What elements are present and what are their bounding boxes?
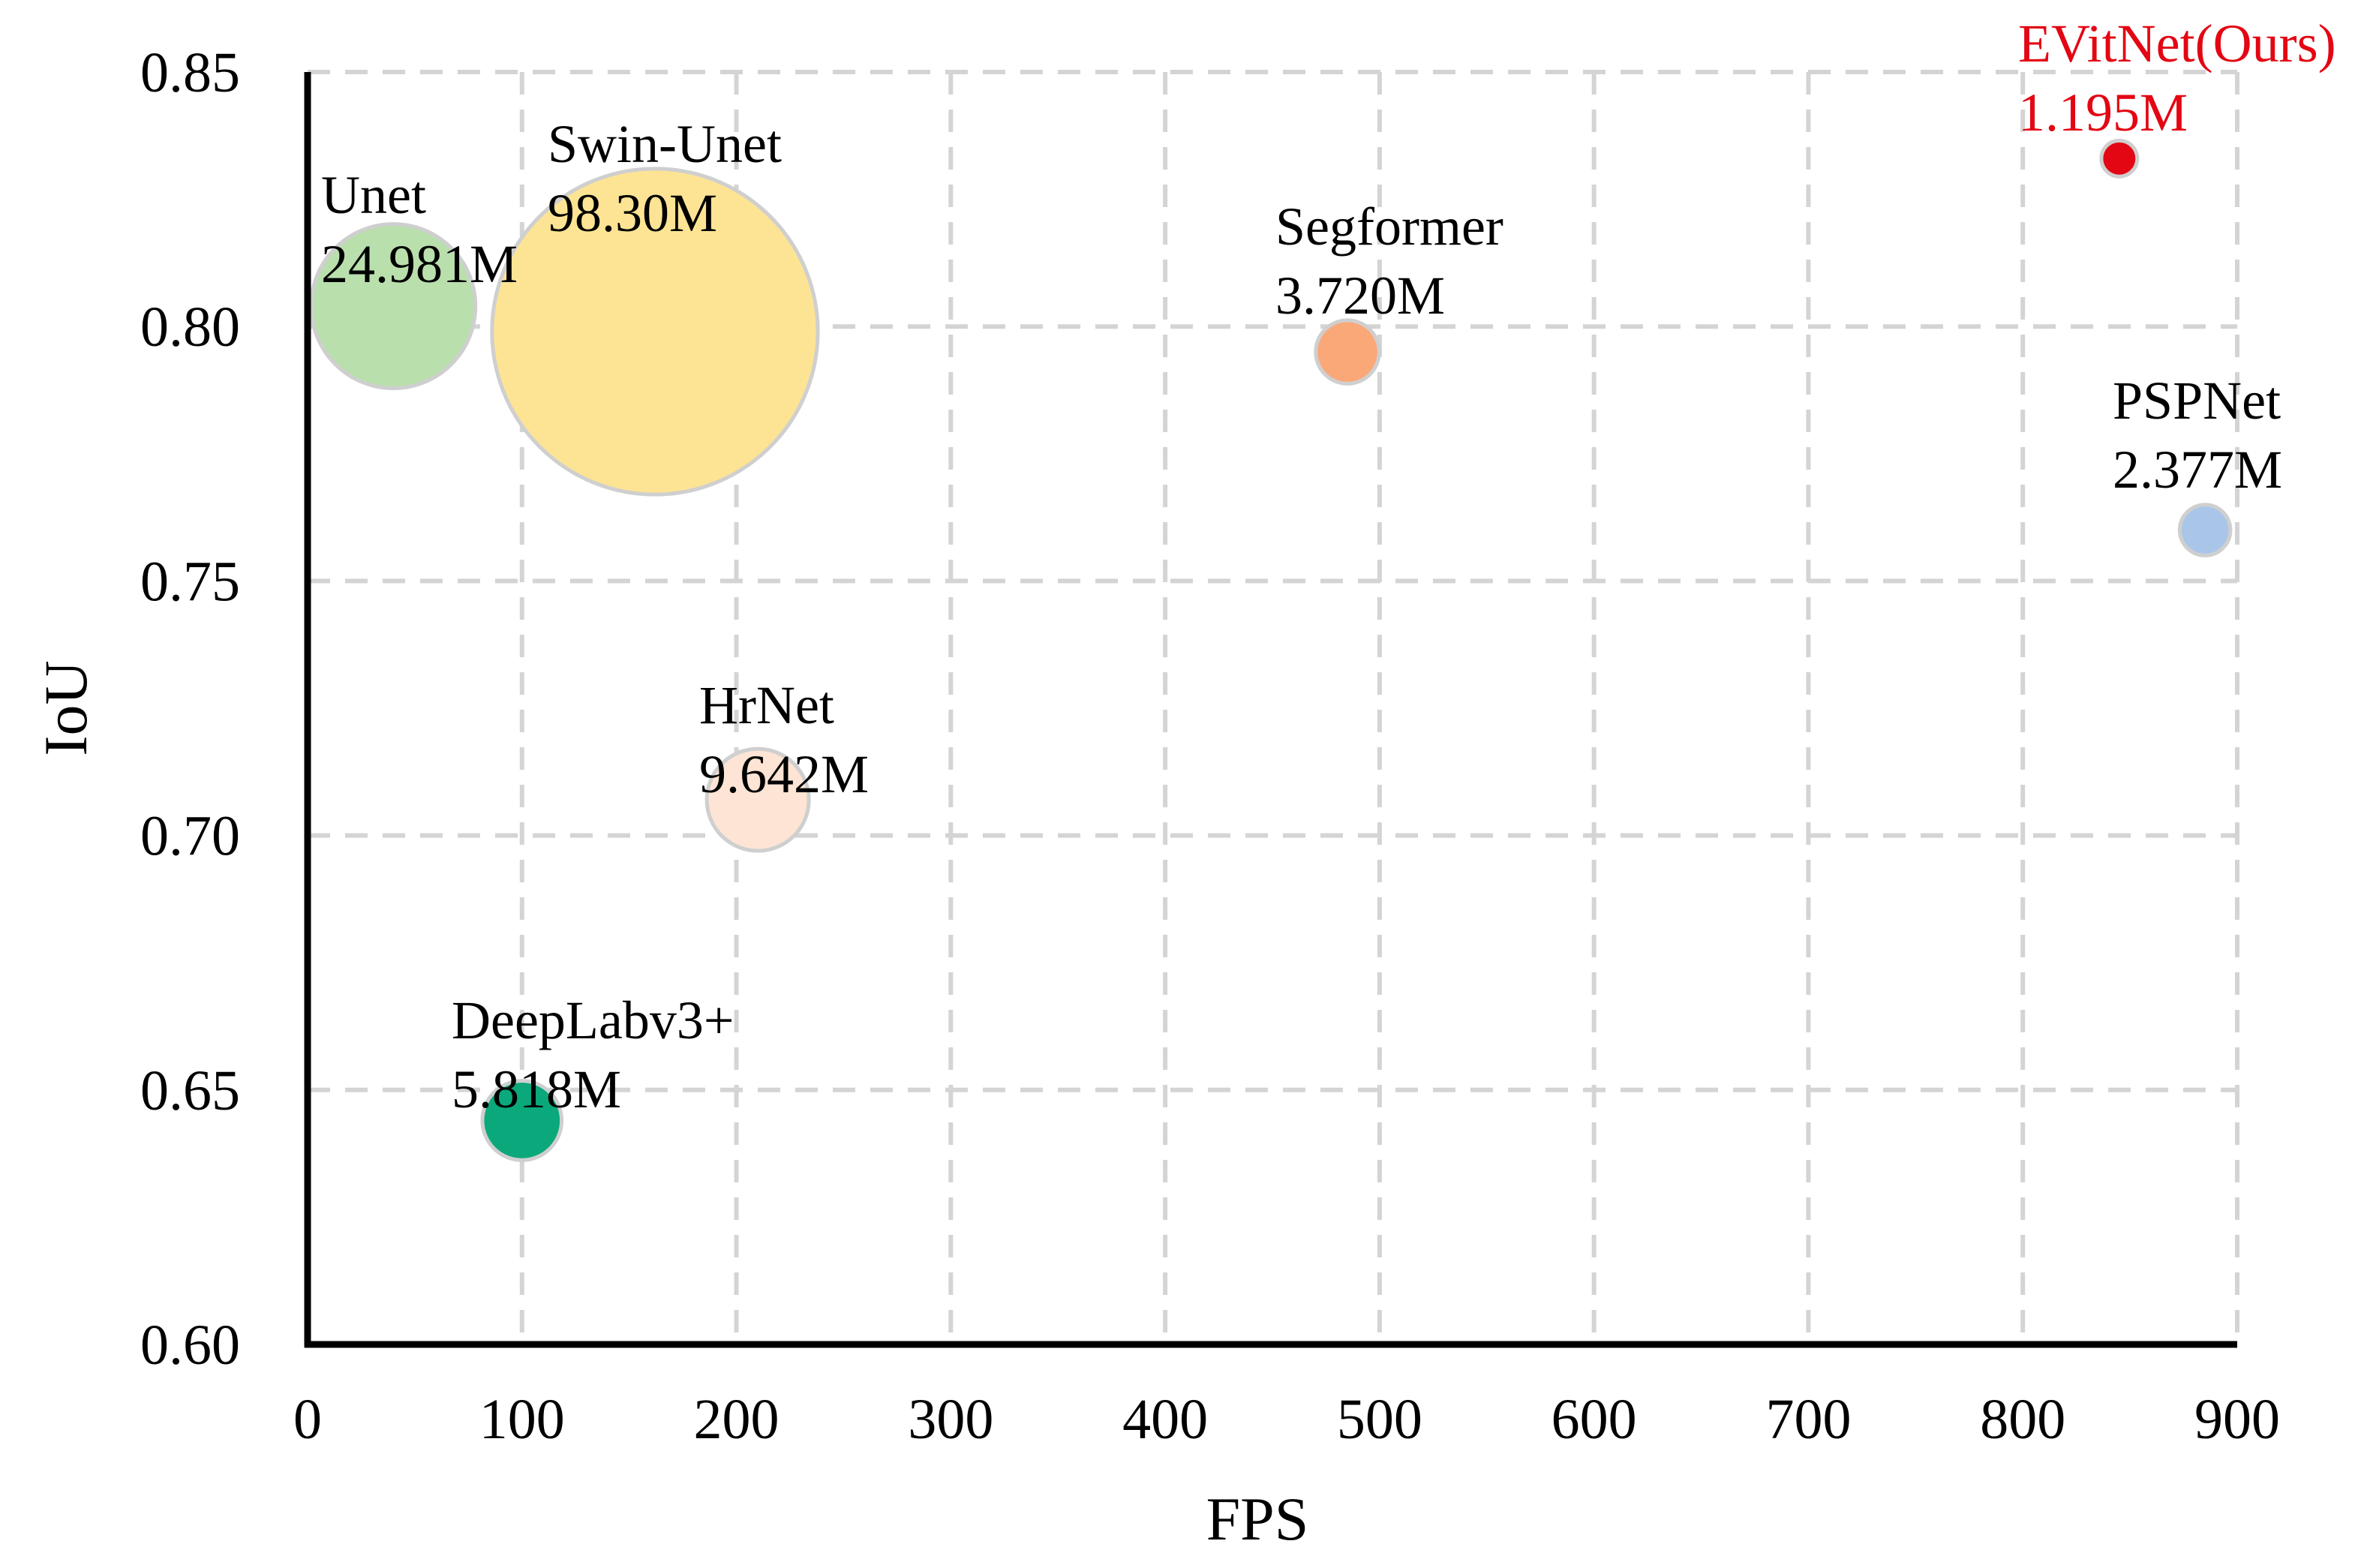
y-axis-title: IoU xyxy=(32,660,100,756)
bubbles xyxy=(309,138,2233,1162)
bubble-name-label: DeepLabv3+ xyxy=(452,990,734,1050)
x-tick-label: 200 xyxy=(694,1388,779,1451)
bubble-params-label: 2.377M xyxy=(2113,440,2282,500)
bubble-params-label: 24.981M xyxy=(321,234,518,294)
bubble-params-label: 9.642M xyxy=(699,744,869,804)
bubble-params-label: 1.195M xyxy=(2018,83,2188,143)
x-tick-label: 300 xyxy=(908,1388,993,1451)
x-tick-label: 400 xyxy=(1122,1388,1208,1451)
axes xyxy=(304,72,2237,1348)
bubble-name-label: PSPNet xyxy=(2113,371,2281,431)
bubble xyxy=(704,746,811,853)
bubble xyxy=(309,222,478,391)
y-tick-label: 0.75 xyxy=(140,550,240,613)
bubble xyxy=(480,1079,564,1162)
x-tick-label: 900 xyxy=(2194,1388,2280,1451)
bubble-name-label: EVitNet(Ours) xyxy=(2018,14,2336,74)
x-tick-label: 600 xyxy=(1551,1388,1637,1451)
bubble-name-label: Segformer xyxy=(1275,197,1503,257)
y-tick-label: 0.80 xyxy=(140,296,240,359)
bubble-params-label: 98.30M xyxy=(548,183,717,243)
bubble-name-label: HrNet xyxy=(699,675,834,735)
bubble-params-label: 5.818M xyxy=(452,1059,621,1119)
x-tick-label: 500 xyxy=(1337,1388,1422,1451)
bubble-labels: Unet 24.981M Swin-Unet 98.30M Segformer 3.720… xyxy=(321,14,2336,1119)
y-tick-label: 0.70 xyxy=(140,805,240,868)
bubble-name-label: Unet xyxy=(321,165,426,225)
bubble xyxy=(2177,503,2233,557)
x-tick-label: 0 xyxy=(293,1388,322,1451)
bubble xyxy=(2099,138,2140,179)
y-tick-label: 0.60 xyxy=(140,1314,240,1377)
bubble-params-label: 3.720M xyxy=(1275,266,1445,326)
y-tick-label: 0.85 xyxy=(140,41,240,104)
tick-labels: 0 100 200 300 400 500 600 700 800 900 0.60 0.65 0.70… xyxy=(140,41,2280,1451)
x-tick-label: 700 xyxy=(1765,1388,1851,1451)
bubble-name-label: Swin-Unet xyxy=(548,114,782,174)
x-tick-label: 100 xyxy=(479,1388,565,1451)
x-axis-title: FPS xyxy=(1206,1485,1309,1553)
y-tick-label: 0.65 xyxy=(140,1059,240,1122)
x-tick-label: 800 xyxy=(1980,1388,2065,1451)
bubble xyxy=(490,167,820,497)
bubble xyxy=(1314,318,1381,386)
